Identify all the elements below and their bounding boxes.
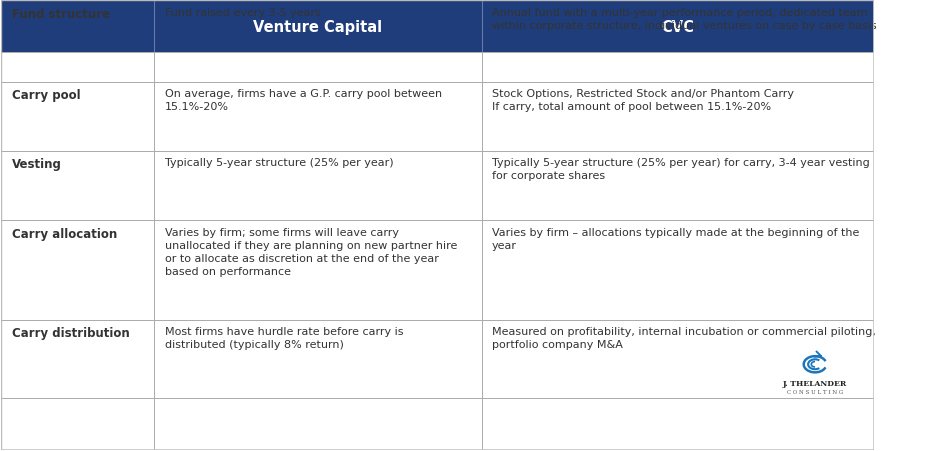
Text: Vesting: Vesting [12, 158, 62, 171]
Text: On average, firms have a G.P. carry pool between
15.1%-20%: On average, firms have a G.P. carry pool… [165, 89, 441, 112]
Text: Typically 5-year structure (25% per year): Typically 5-year structure (25% per year… [165, 158, 393, 168]
Text: J. THELANDER: J. THELANDER [783, 379, 847, 387]
Text: Most firms have hurdle rate before carry is
distributed (typically 8% return): Most firms have hurdle rate before carry… [165, 326, 403, 350]
Text: Carry distribution: Carry distribution [12, 326, 130, 339]
Text: Venture Capital: Venture Capital [253, 20, 382, 35]
Text: C O N S U L T I N G: C O N S U L T I N G [787, 389, 843, 394]
Bar [1, 221, 874, 320]
Bar [1, 320, 874, 398]
Text: Stock Options, Restricted Stock and/or Phantom Carry
If carry, total amount of p: Stock Options, Restricted Stock and/or P… [492, 89, 794, 112]
Text: Carry pool: Carry pool [12, 89, 81, 102]
Text: Fund structure: Fund structure [12, 8, 110, 21]
Text: Annual fund with a multi-year performance period, dedicated team
within corporat: Annual fund with a multi-year performanc… [492, 8, 877, 31]
Text: Typically 5-year structure (25% per year) for carry, 3-4 year vesting
for corpor: Typically 5-year structure (25% per year… [492, 158, 869, 181]
Bar [1, 1, 874, 83]
Text: Varies by firm – allocations typically made at the beginning of the
year: Varies by firm – allocations typically m… [492, 227, 859, 250]
Text: Measured on profitability, internal incubation or commercial piloting,
portfolio: Measured on profitability, internal incu… [492, 326, 876, 350]
Bar [1, 1, 874, 53]
Text: Varies by firm; some firms will leave carry
unallocated if they are planning on : Varies by firm; some firms will leave ca… [165, 227, 457, 276]
Text: Fund raised every 3-5 years: Fund raised every 3-5 years [165, 8, 321, 18]
Text: CVC: CVC [662, 20, 694, 35]
Bar [1, 83, 874, 152]
Bar [1, 152, 874, 221]
Text: Carry allocation: Carry allocation [12, 227, 117, 240]
